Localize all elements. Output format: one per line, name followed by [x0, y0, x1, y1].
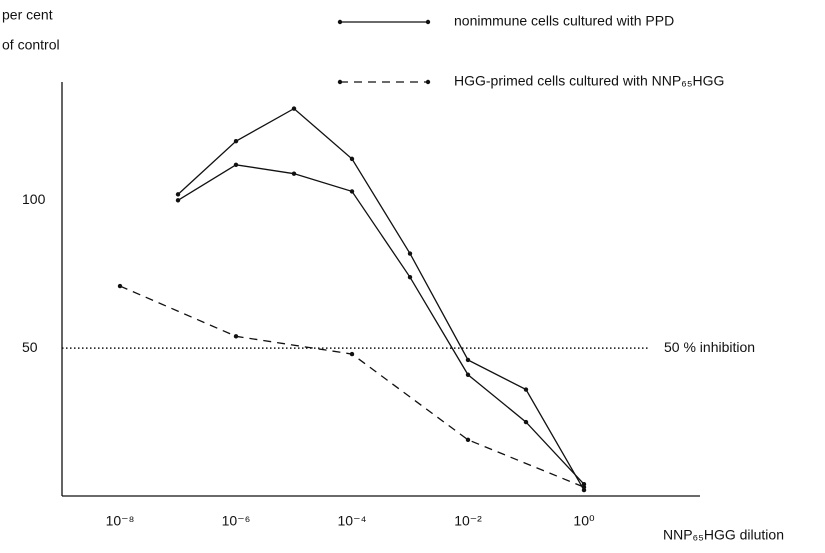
- series-line: [177, 107, 585, 491]
- data-point: [349, 189, 355, 194]
- x-tick-label: 10⁰: [573, 513, 595, 529]
- series-line: [119, 285, 585, 488]
- data-point: [175, 198, 181, 203]
- x-axis-label: NNP₆₅HGG dilution: [663, 527, 784, 543]
- legend-marker: [337, 19, 343, 25]
- data-point: [175, 192, 181, 197]
- data-point: [407, 251, 413, 256]
- data-point: [349, 351, 355, 357]
- data-point: [465, 372, 471, 377]
- y-axis-label: of control: [2, 37, 60, 53]
- data-point: [233, 138, 239, 144]
- annotation: 50 % inhibition: [664, 339, 755, 355]
- x-tick-label: 10⁻⁶: [222, 513, 251, 529]
- data-point: [523, 387, 529, 392]
- legend-label: nonimmune cells cultured with PPD: [454, 13, 674, 29]
- y-tick-label: 50: [22, 339, 38, 355]
- data-point: [407, 274, 413, 280]
- x-tick-label: 10⁻⁴: [338, 513, 367, 529]
- data-point: [117, 283, 123, 289]
- data-point: [233, 334, 239, 339]
- legend-marker: [425, 79, 431, 85]
- data-point: [465, 437, 471, 443]
- legend-marker: [337, 79, 343, 85]
- legend-label: HGG-primed cells cultured with NNP₆₅HGG: [454, 73, 724, 89]
- series-line: [177, 164, 585, 485]
- data-point: [465, 357, 471, 363]
- x-tick-label: 10⁻⁸: [106, 513, 135, 529]
- data-point: [233, 162, 239, 167]
- y-axis-label: per cent: [2, 7, 53, 23]
- data-point: [291, 106, 297, 111]
- data-point: [291, 171, 297, 176]
- data-point: [523, 419, 529, 425]
- data-point: [581, 484, 587, 490]
- x-tick-label: 10⁻²: [454, 513, 482, 529]
- legend-marker: [425, 19, 431, 25]
- y-tick-label: 100: [22, 191, 46, 207]
- data-point: [349, 156, 355, 162]
